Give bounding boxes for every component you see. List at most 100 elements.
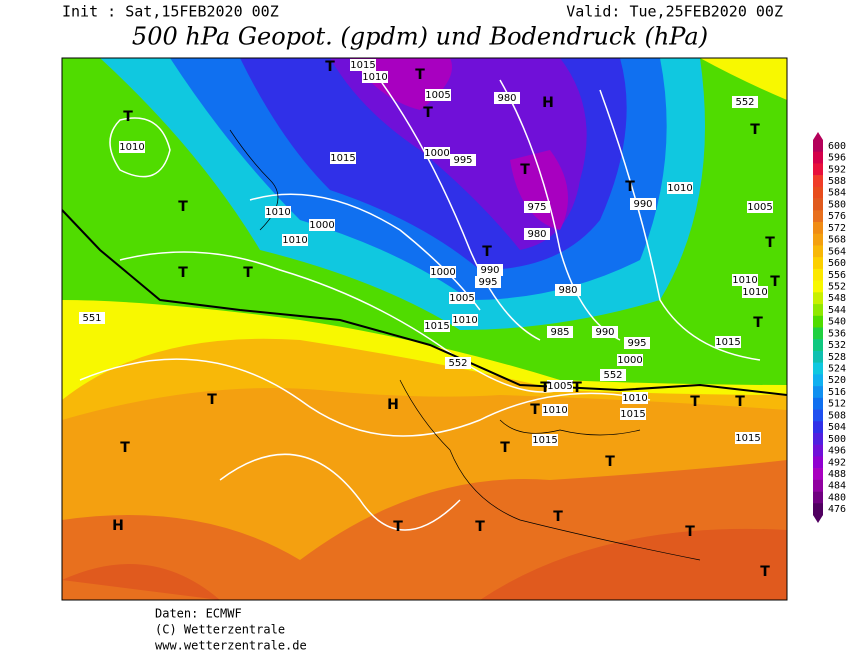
isobar-label-box	[732, 96, 758, 108]
colorbar-label: 592	[828, 164, 846, 175]
isobar-label-box	[547, 326, 573, 338]
colorbar-cell	[813, 233, 823, 246]
pressure-center: T	[530, 402, 540, 418]
isobar-label-box	[309, 219, 335, 231]
isobar-label-box	[667, 182, 693, 194]
colorbar-cell	[813, 444, 823, 457]
isobar-label: 1010	[742, 287, 767, 298]
colorbar-label: 600	[828, 141, 846, 152]
isobar-label: 980	[497, 93, 516, 104]
pressure-center: H	[387, 397, 399, 413]
pressure-center: T	[605, 454, 615, 470]
init-time: Init : Sat,15FEB2020 00Z	[62, 3, 279, 21]
isobar-label: 1000	[617, 355, 642, 366]
pressure-center: T	[500, 440, 510, 456]
pressure-center: T	[750, 122, 760, 138]
copyright: (C) Wetterzentrale	[155, 623, 285, 637]
isobar-label-box	[477, 264, 503, 276]
isobar-label-box	[330, 152, 356, 164]
isobar-label-box	[732, 274, 758, 286]
colorbar-cell	[813, 210, 823, 223]
colorbar-label: 576	[828, 211, 846, 222]
pressure-center: T	[393, 519, 403, 535]
isobar-label: 1010	[282, 235, 307, 246]
colorbar-cell	[813, 163, 823, 176]
colorbar-cell	[813, 222, 823, 235]
isobar-label-box	[475, 276, 501, 288]
pressure-center: T	[765, 235, 775, 251]
colorbar-label: 596	[828, 153, 846, 164]
isobar-label: 552	[603, 370, 622, 381]
colorbar-label: 484	[828, 481, 846, 492]
colorbar-label: 556	[828, 270, 846, 281]
pressure-center: T	[415, 67, 425, 83]
colorbar-cell	[813, 140, 823, 153]
colorbar-label: 508	[828, 410, 846, 421]
isobar-label: 1015	[715, 337, 740, 348]
pressure-center: T	[572, 380, 582, 396]
pressure-center: T	[207, 392, 217, 408]
colorbar-cell	[813, 292, 823, 305]
isobar-label-box	[450, 154, 476, 166]
isobar-label-box	[79, 312, 105, 324]
pressure-center: T	[178, 199, 188, 215]
isobar-label: 1000	[430, 267, 455, 278]
isobar-label-box	[265, 206, 291, 218]
isobar-label: 1005	[425, 90, 450, 101]
colorbar-cell	[813, 503, 823, 516]
isobar-label: 1015	[620, 409, 645, 420]
isobar-label: 1000	[424, 148, 449, 159]
colorbar-cell	[813, 397, 823, 410]
isobar-label: 1000	[309, 220, 334, 231]
colorbar-cell	[813, 386, 823, 399]
colorbar-label: 524	[828, 364, 846, 375]
isobar-label: 1015	[330, 153, 355, 164]
isobar-label-box	[555, 284, 581, 296]
isobar-label: 1010	[622, 393, 647, 404]
isobar-label: 990	[633, 199, 652, 210]
isobar-label: 1010	[452, 315, 477, 326]
pressure-center: T	[475, 519, 485, 535]
isobar-label: 975	[527, 202, 546, 213]
isobar-label-box	[542, 404, 568, 416]
isobar-label: 1015	[532, 435, 557, 446]
colorbar-label: 580	[828, 199, 846, 210]
colorbar-label: 528	[828, 352, 846, 363]
colorbar-label: 552	[828, 281, 846, 292]
colorbar-cell	[813, 362, 823, 375]
isobar-label: 1005	[449, 293, 474, 304]
isobar-label-box	[735, 432, 761, 444]
colorbar-cell	[813, 186, 823, 199]
isobar-label-box	[624, 337, 650, 349]
colorbar-label: 496	[828, 446, 846, 457]
pressure-center: T	[753, 315, 763, 331]
isobar-label: 995	[478, 277, 497, 288]
source: Daten: ECMWF	[155, 607, 242, 621]
pressure-center: T	[540, 380, 550, 396]
isobar-label: 1010	[265, 207, 290, 218]
isobar-label-box	[524, 201, 550, 213]
pressure-center: T	[685, 524, 695, 540]
colorbar-cell	[813, 304, 823, 317]
isobar-label-box	[600, 369, 626, 381]
isobar-label: 980	[527, 229, 546, 240]
colorbar-cell	[813, 175, 823, 188]
colorbar-cell	[813, 280, 823, 293]
colorbar-label: 544	[828, 305, 846, 316]
pressure-center: T	[423, 105, 433, 121]
isobar-label: 985	[550, 327, 569, 338]
colorbar-label: 532	[828, 340, 846, 351]
colorbar-cell	[813, 257, 823, 270]
colorbar-label: 500	[828, 434, 846, 445]
colorbar-bottom-arrow	[813, 515, 823, 523]
isobar-label: 1015	[735, 433, 760, 444]
colorbar-cell	[813, 409, 823, 422]
pressure-center: T	[325, 59, 335, 75]
map-frame	[61, 57, 788, 601]
isobar-label-box	[547, 380, 573, 392]
colorbar-cell	[813, 432, 823, 445]
isobar-label: 995	[627, 338, 646, 349]
isobar-label: 980	[558, 285, 577, 296]
isobar-label: 990	[595, 327, 614, 338]
